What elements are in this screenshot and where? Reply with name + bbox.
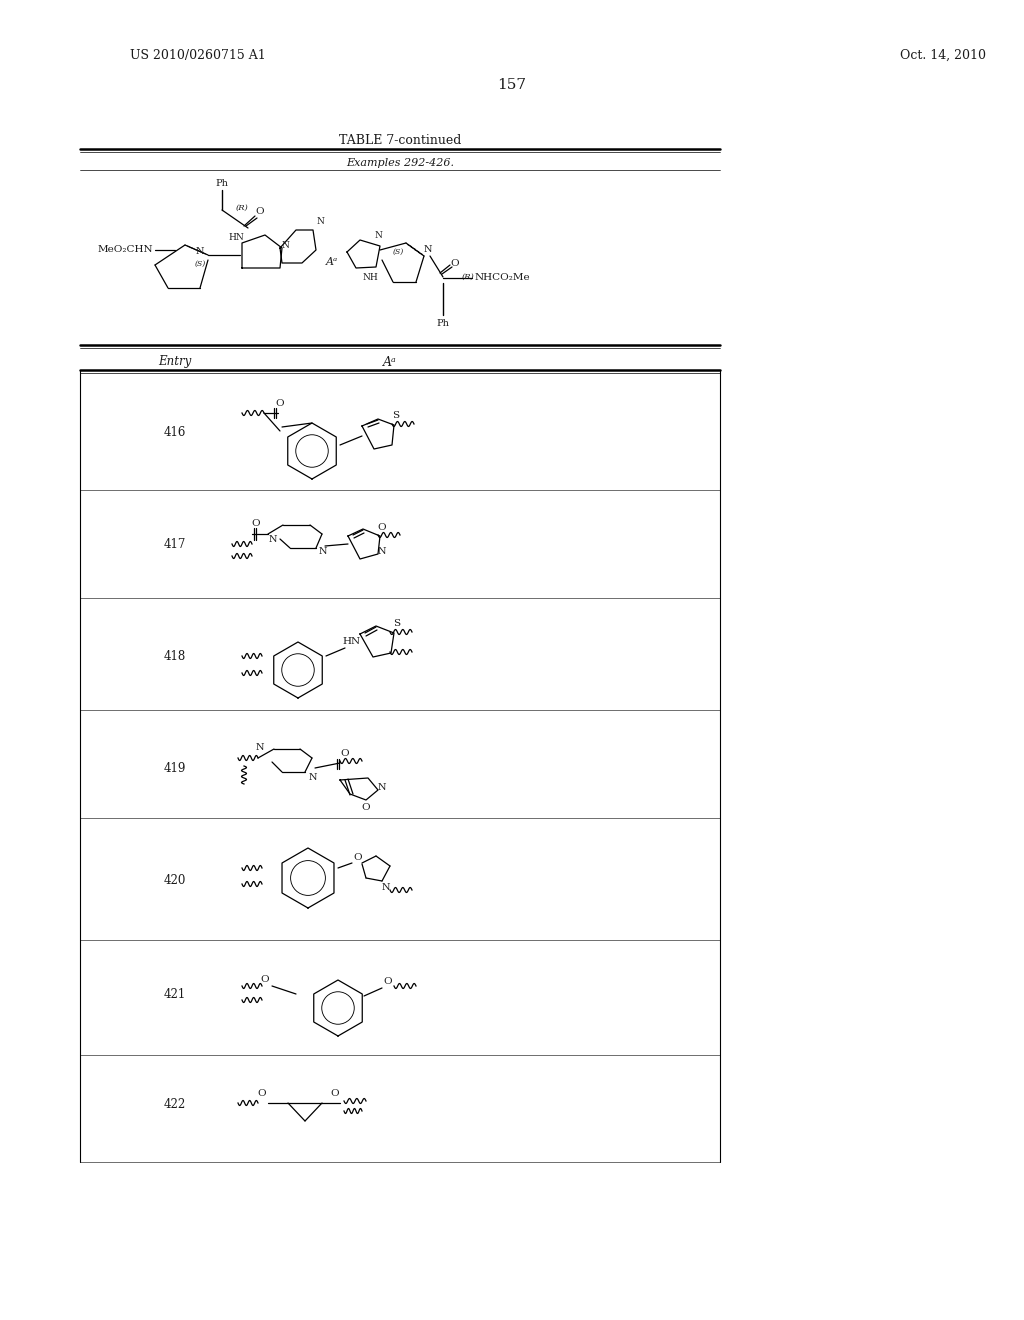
Text: O: O (341, 750, 349, 759)
Text: HN: HN (343, 638, 361, 647)
Text: S: S (393, 619, 400, 628)
Text: 157: 157 (498, 78, 526, 92)
Text: O: O (258, 1089, 266, 1098)
Text: MeO₂CHN: MeO₂CHN (98, 246, 154, 255)
Text: Ph: Ph (216, 178, 228, 187)
Text: N: N (378, 783, 386, 792)
Text: 421: 421 (164, 989, 186, 1002)
Text: O: O (451, 259, 460, 268)
Text: O: O (252, 520, 260, 528)
Text: N: N (196, 248, 204, 256)
Text: Examples 292-426.: Examples 292-426. (346, 158, 454, 168)
Text: N: N (382, 883, 390, 892)
Text: O: O (275, 400, 285, 408)
Text: 419: 419 (164, 762, 186, 775)
Text: 418: 418 (164, 649, 186, 663)
Text: (S): (S) (195, 260, 206, 268)
Text: 420: 420 (164, 874, 186, 887)
Text: N: N (268, 536, 278, 544)
Text: NH: NH (362, 272, 378, 281)
Text: 417: 417 (164, 539, 186, 552)
Text: US 2010/0260715 A1: US 2010/0260715 A1 (130, 49, 266, 62)
Text: N: N (316, 218, 324, 227)
Text: (R): (R) (236, 205, 249, 213)
Text: Oct. 14, 2010: Oct. 14, 2010 (900, 49, 986, 62)
Text: O: O (261, 975, 269, 985)
Text: Aᵃ: Aᵃ (383, 355, 397, 368)
Text: N: N (424, 246, 432, 255)
Text: (R): (R) (462, 273, 475, 281)
Text: HN: HN (228, 232, 244, 242)
Text: O: O (361, 804, 371, 813)
Text: S: S (392, 412, 399, 421)
Text: Entry: Entry (159, 355, 191, 368)
Text: O: O (378, 523, 386, 532)
Text: N: N (378, 548, 386, 557)
Text: O: O (384, 978, 392, 986)
Text: Aᵃ: Aᵃ (326, 257, 338, 267)
Text: N: N (318, 548, 328, 557)
Text: N: N (281, 240, 289, 249)
Text: 416: 416 (164, 426, 186, 440)
Text: Ph: Ph (436, 318, 450, 327)
Text: N: N (256, 743, 264, 752)
Text: TABLE 7-continued: TABLE 7-continued (339, 133, 461, 147)
Text: NHCO₂Me: NHCO₂Me (475, 273, 530, 282)
Text: N: N (309, 772, 317, 781)
Text: O: O (256, 207, 264, 216)
Text: O: O (353, 853, 362, 862)
Text: N: N (374, 231, 382, 240)
Text: O: O (331, 1089, 339, 1098)
Text: (S): (S) (392, 248, 403, 256)
Text: 422: 422 (164, 1098, 186, 1111)
